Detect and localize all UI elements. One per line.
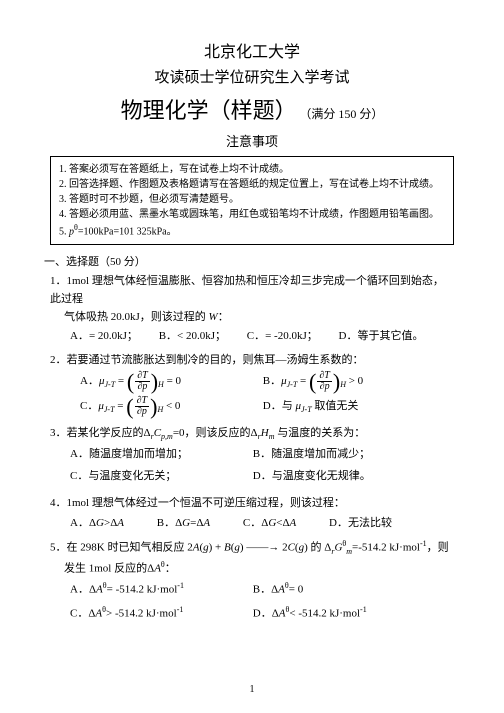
question-4: 4．1mol 理想气体经过一个恒温不可逆压缩过程，则该过程： A．ΔG>ΔA B… [50, 495, 454, 532]
question-3: 3．若某化学反应的ΔrCp,m=0，则该反应的ΔrHm 与温度的关系为： A．随… [50, 425, 454, 489]
q3-options: A．随温度增加而增加； B．随温度增加而减少； C．与温度变化无关； D．与温度… [50, 446, 454, 489]
subject-name: 物理化学（样题） [121, 98, 297, 123]
notice-item: 3. 答题时可不抄题，但必须写清楚题号。 [59, 192, 445, 207]
notice-item: 4. 答题必须用蓝、黑墨水笔或圆珠笔，用红色或铅笔均不计成绩，作图题用铅笔画图。 [59, 207, 445, 222]
q3-opt-c: C．与温度变化无关； [70, 468, 250, 486]
q1-opt-a: A．= 20.0kJ； [70, 328, 138, 346]
q2-opt-b: B．μJ-T = (∂T∂p)H > 0 [263, 369, 443, 394]
q5-options: A．ΔAθ= -514.2 kJ·mol-1 B．ΔAθ= 0 C．ΔAθ> -… [50, 580, 454, 627]
q2-opt-d: D．与 μJ-T 取值无关 [263, 394, 443, 419]
q4-stem: 4．1mol 理想气体经过一个恒温不可逆压缩过程，则该过程： [50, 495, 454, 513]
notice-item: 5. pθ=100kPa=101 325kPa。 [59, 222, 445, 239]
q1-opt-b: B．< 20.0kJ； [159, 328, 226, 346]
q3-stem: 3．若某化学反应的ΔrCp,m=0，则该反应的ΔrHm 与温度的关系为： [50, 425, 454, 444]
question-1: 1．1mol 理想气体经恒温膨胀、恒容加热和恒压冷却三步完成一个循环回到始态，此… [50, 273, 454, 345]
q5-opt-d: D．ΔAθ< -514.2 kJ·mol-1 [253, 604, 433, 623]
q4-opt-c: C．ΔG<ΔA [243, 515, 296, 533]
q5-opt-c: C．ΔAθ> -514.2 kJ·mol-1 [70, 604, 250, 623]
q4-opt-a: A．ΔG>ΔA [70, 515, 124, 533]
q4-opt-b: B．ΔG=ΔA [157, 515, 210, 533]
q1-opt-c: C．= -20.0kJ； [247, 328, 318, 346]
question-5: 5．在 298K 时已知气相反应 2A(g) + B(g) ——→ 2C(g) … [50, 538, 454, 626]
q5-opt-a: A．ΔAθ= -514.2 kJ·mol-1 [70, 580, 250, 599]
q2-options: A．μJ-T = (∂T∂p)H = 0 B．μJ-T = (∂T∂p)H > … [50, 369, 454, 419]
q4-options: A．ΔG>ΔA B．ΔG=ΔA C．ΔG<ΔA D．无法比较 [50, 515, 454, 533]
q5-stem-a: 5．在 298K 时已知气相反应 2A(g) + B(g) ——→ 2C(g) … [50, 538, 454, 559]
exam-line: 攻读硕士学位研究生入学考试 [50, 66, 454, 87]
q3-opt-d: D．与温度变化无规律。 [253, 468, 433, 486]
q1-stem-a: 1．1mol 理想气体经恒温膨胀、恒容加热和恒压冷却三步完成一个循环回到始态，此… [50, 273, 454, 308]
page-number: 1 [0, 684, 504, 695]
notice-item: 2. 回答选择题、作图题及表格题请写在答题纸的规定位置上，写在试卷上均不计成绩。 [59, 177, 445, 192]
q4-opt-d: D．无法比较 [329, 515, 392, 533]
q3-opt-a: A．随温度增加而增加； [70, 446, 250, 464]
q5-opt-b: B．ΔAθ= 0 [253, 580, 433, 599]
notice-title: 注意事项 [50, 131, 454, 150]
q2-opt-c: C．μJ-T = (∂T∂p)H < 0 [80, 394, 260, 419]
q1-opt-d: D．等于其它值。 [339, 328, 424, 346]
subject-line: 物理化学（样题） （满分 150 分） [50, 93, 454, 125]
university-name: 北京化工大学 [50, 38, 454, 62]
notice-box: 1. 答案必须写在答题纸上，写在试卷上均不计成绩。 2. 回答选择题、作图题及表… [50, 156, 454, 245]
q2-opt-a: A．μJ-T = (∂T∂p)H = 0 [80, 369, 260, 394]
q2-stem: 2．若要通过节流膨胀达到制冷的目的，则焦耳—汤姆生系数的： [50, 352, 454, 370]
question-2: 2．若要通过节流膨胀达到制冷的目的，则焦耳—汤姆生系数的： A．μJ-T = (… [50, 352, 454, 419]
q5-stem-b: 发生 1mol 反应的ΔAθ： [50, 559, 454, 578]
q3-opt-b: B．随温度增加而减少； [253, 446, 433, 464]
notice-item: 1. 答案必须写在答题纸上，写在试卷上均不计成绩。 [59, 162, 445, 177]
section-title: 一、选择题（50 分） [44, 253, 454, 269]
exam-page: 北京化工大学 攻读硕士学位研究生入学考试 物理化学（样题） （满分 150 分）… [0, 0, 504, 713]
full-mark: （满分 150 分） [299, 107, 383, 121]
q1-options: A．= 20.0kJ； B．< 20.0kJ； C．= -20.0kJ； D．等… [50, 328, 454, 346]
q1-stem-b: 气体吸热 20.0kJ，则该过程的 W： [50, 309, 454, 327]
